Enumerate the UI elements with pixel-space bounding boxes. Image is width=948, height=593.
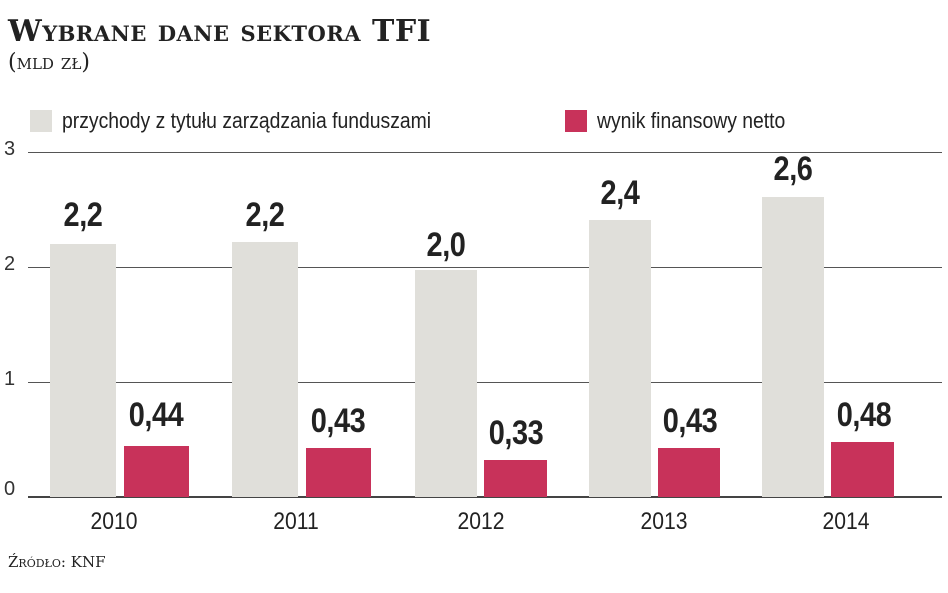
xlabel-2012: 2012 <box>457 508 505 535</box>
bar-net-2013 <box>658 448 720 497</box>
bar-label-net-2010: 0,44 <box>128 396 184 434</box>
bar-label-revenue-2014: 2,6 <box>773 150 813 188</box>
xlabel-2014: 2014 <box>822 508 870 535</box>
bar-net-2014 <box>831 442 894 497</box>
bar-label-revenue-2013: 2,4 <box>600 174 640 212</box>
source-note: Źródło: KNF <box>8 553 106 571</box>
x-axis-line <box>28 496 942 498</box>
xlabel-2013: 2013 <box>640 508 688 535</box>
bar-revenue-2011 <box>232 242 298 497</box>
legend-swatch-revenue <box>30 110 52 132</box>
bar-net-2011 <box>306 448 371 497</box>
xlabel-2010: 2010 <box>90 508 138 535</box>
legend-label-revenue: przychody z tytułu zarządzania funduszam… <box>62 108 432 133</box>
bar-label-net-2012: 0,33 <box>488 414 544 452</box>
bar-revenue-2010 <box>50 244 116 497</box>
chart-subtitle: (mld zł) <box>8 50 90 75</box>
gridline-3 <box>28 152 942 153</box>
legend-label-net: wynik finansowy netto <box>597 108 786 133</box>
legend-item-revenue: przychody z tytułu zarządzania funduszam… <box>30 108 481 134</box>
gridline-1 <box>28 382 942 383</box>
bar-label-net-2014: 0,48 <box>836 396 892 434</box>
chart-title: Wybrane dane sektora TFI <box>8 14 432 49</box>
ytick-1: 1 <box>4 368 16 391</box>
bar-revenue-2012 <box>415 270 477 497</box>
legend-item-net: wynik finansowy netto <box>565 108 811 134</box>
bar-label-net-2013: 0,43 <box>662 402 718 440</box>
bar-label-revenue-2010: 2,2 <box>63 196 103 234</box>
ytick-2: 2 <box>4 253 16 276</box>
gridline-2 <box>28 267 942 268</box>
plot-area: 2,2 0,44 2,2 0,43 2,0 0,33 2,4 0,43 2,6 … <box>28 150 942 498</box>
xlabel-2011: 2011 <box>273 508 319 535</box>
bar-revenue-2014 <box>762 197 824 497</box>
bar-revenue-2013 <box>589 220 651 497</box>
legend-swatch-net <box>565 110 587 132</box>
bar-net-2010 <box>124 446 189 497</box>
bar-label-net-2011: 0,43 <box>310 402 366 440</box>
bar-net-2012 <box>484 460 547 497</box>
ytick-0: 0 <box>4 478 16 501</box>
bar-label-revenue-2011: 2,2 <box>245 196 285 234</box>
ytick-3: 3 <box>4 138 16 161</box>
bar-label-revenue-2012: 2,0 <box>426 226 466 264</box>
